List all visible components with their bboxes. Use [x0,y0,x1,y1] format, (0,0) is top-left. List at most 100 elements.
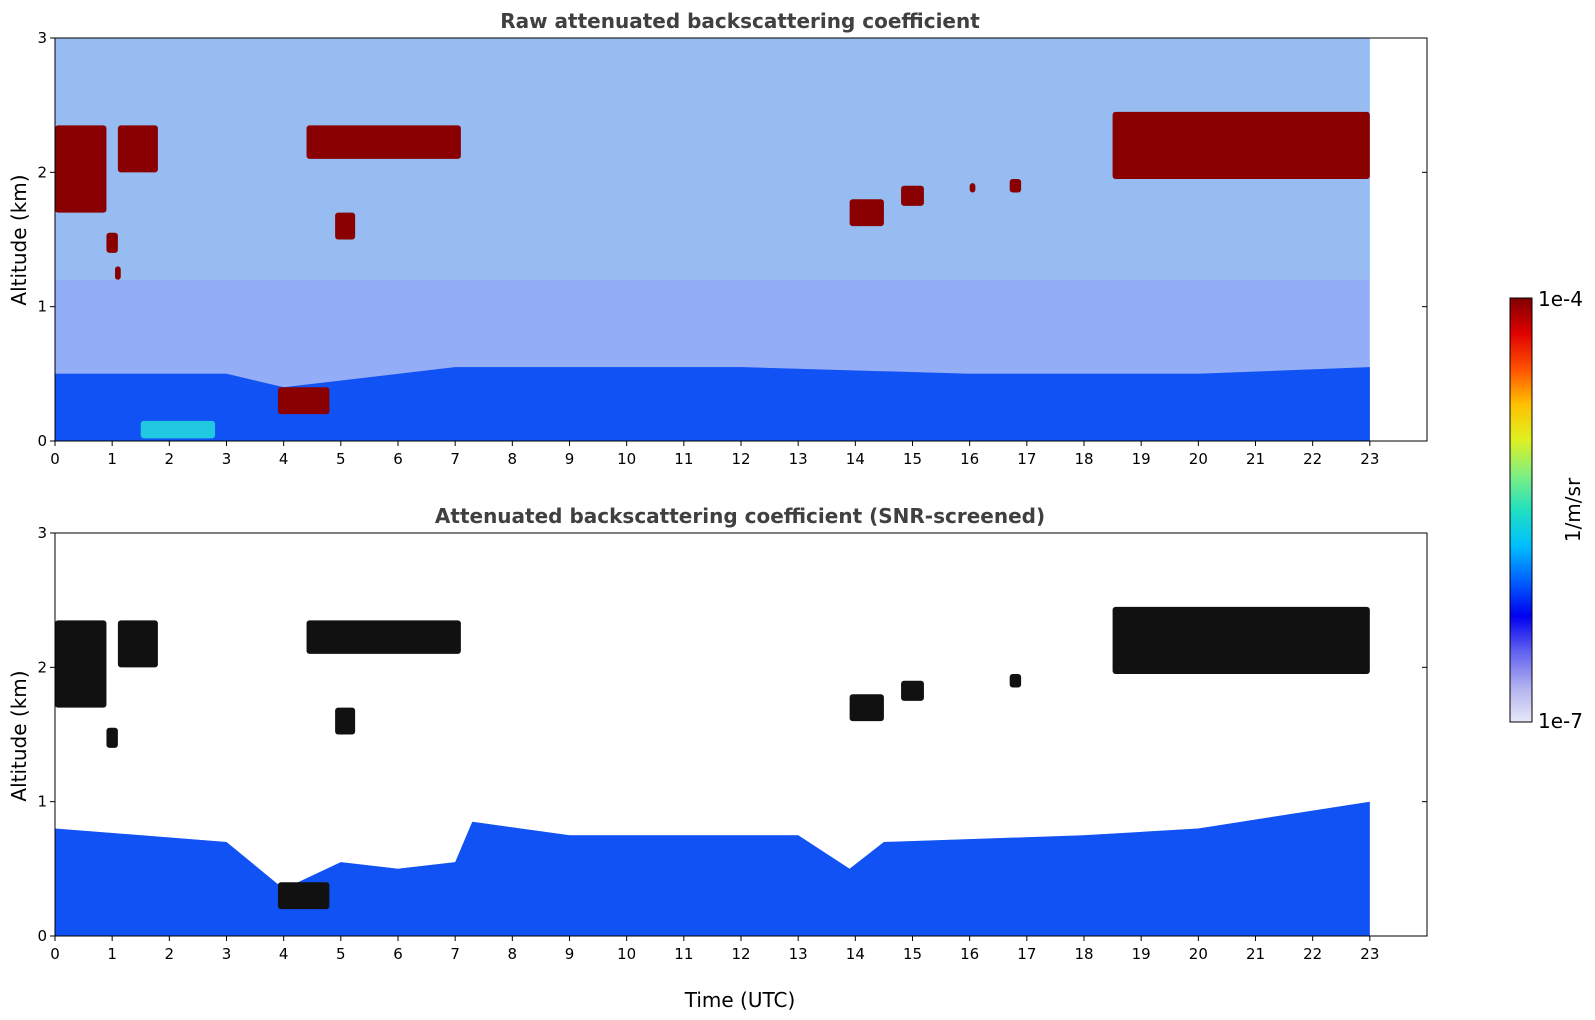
feature-3 [117,125,158,173]
boundary-layer [55,367,1370,441]
y-ticks-raw: 0 1 2 3 [37,29,1427,450]
y-tick-label: 2 [37,658,47,676]
feature-2 [117,620,158,668]
x-tick-label: 0 [50,945,60,963]
feature-5 [335,707,356,735]
x-tick-label: 23 [1360,945,1379,963]
panel-raw: Raw attenuated backscattering coefficien… [7,9,1428,468]
x-tick-label: 19 [1132,945,1151,963]
x-tick-label: 21 [1246,945,1265,963]
x-tick-label: 20 [1189,945,1208,963]
x-tick-label: 5 [336,450,346,468]
feature-1 [106,727,118,748]
feature-7 [901,680,924,701]
y-tick-label: 1 [37,298,47,316]
y-ticks-screened: 0 1 2 3 [37,524,1427,945]
x-ticks-raw: 0 1 2 3 4 5 6 7 8 9 10 11 12 13 14 15 16 17 18 19 20 21 22 23 [50,441,1379,468]
x-tick-label: 12 [731,450,750,468]
feature-9 [1112,606,1370,675]
heatmap-screened [55,606,1370,936]
x-tick-label: 15 [903,945,922,963]
y-tick-label: 2 [37,163,47,181]
feature-10 [1009,179,1022,193]
x-tick-label: 12 [731,945,750,963]
feature-2 [115,266,121,280]
feature-5 [306,125,461,159]
x-tick-label: 15 [903,450,922,468]
x-tick-label: 1 [107,945,117,963]
feature-9 [969,183,976,193]
x-tick-label: 7 [450,450,460,468]
feature-7 [849,199,884,227]
x-tick-label: 13 [789,450,808,468]
feature-0 [55,620,107,708]
x-tick-label: 22 [1303,450,1322,468]
colorbar-min-label: 1e-7 [1538,709,1583,733]
feature-12 [140,420,216,439]
x-tick-label: 4 [279,450,289,468]
x-tick-label: 3 [222,450,232,468]
boundary-layer [55,801,1370,936]
y-axis-label-screened: Altitude (km) [7,670,31,801]
feature-0 [55,125,107,213]
x-tick-label: 11 [674,450,693,468]
x-tick-label: 2 [165,450,175,468]
x-tick-label: 22 [1303,945,1322,963]
colorbar-unit-label: 1/m/sr [1561,477,1585,542]
y-tick-label: 1 [37,793,47,811]
chart-title-screened: Attenuated backscattering coefficient (S… [435,504,1045,528]
x-tick-label: 18 [1074,945,1093,963]
x-tick-label: 10 [617,945,636,963]
feature-3 [277,882,330,910]
x-tick-label: 6 [393,945,403,963]
feature-8 [901,185,924,206]
feature-6 [335,212,356,240]
panel-screened: Attenuated backscattering coefficient (S… [7,504,1428,1012]
x-tick-label: 6 [393,450,403,468]
y-tick-label: 0 [37,927,47,945]
x-tick-label: 23 [1360,450,1379,468]
x-tick-label: 21 [1246,450,1265,468]
colorbar: 1e-4 1e-7 1/m/sr [1509,287,1585,733]
x-tick-label: 17 [1017,945,1036,963]
feature-4 [306,620,461,654]
x-tick-label: 16 [960,945,979,963]
colorbar-gradient [1509,297,1533,723]
feature-4 [277,387,330,415]
x-tick-label: 9 [565,945,575,963]
x-axis-label: Time (UTC) [684,988,796,1012]
x-tick-label: 10 [617,450,636,468]
x-tick-label: 13 [789,945,808,963]
x-tick-label: 8 [508,945,518,963]
feature-8 [1009,674,1022,688]
x-tick-label: 20 [1189,450,1208,468]
x-tick-label: 14 [846,945,865,963]
feature-11 [1112,111,1370,180]
x-tick-label: 4 [279,945,289,963]
y-tick-label: 3 [37,524,47,542]
chart-title-raw: Raw attenuated backscattering coefficien… [500,9,980,33]
heatmap-raw [55,38,1370,441]
x-tick-label: 18 [1074,450,1093,468]
x-tick-label: 19 [1132,450,1151,468]
feature-1 [106,232,118,253]
x-tick-label: 8 [508,450,518,468]
x-tick-label: 0 [50,450,60,468]
x-tick-label: 2 [165,945,175,963]
x-tick-label: 9 [565,450,575,468]
x-ticks-screened: 0 1 2 3 4 5 6 7 8 9 10 11 12 13 14 15 16 17 18 19 20 21 22 23 [50,936,1379,963]
y-axis-label-raw: Altitude (km) [7,174,31,305]
x-tick-label: 16 [960,450,979,468]
x-tick-label: 3 [222,945,232,963]
x-tick-label: 7 [450,945,460,963]
y-tick-label: 0 [37,432,47,450]
x-tick-label: 17 [1017,450,1036,468]
x-tick-label: 11 [674,945,693,963]
y-tick-label: 3 [37,29,47,47]
x-tick-label: 14 [846,450,865,468]
feature-6 [849,694,884,722]
colorbar-max-label: 1e-4 [1538,287,1583,311]
x-tick-label: 1 [107,450,117,468]
x-tick-label: 5 [336,945,346,963]
